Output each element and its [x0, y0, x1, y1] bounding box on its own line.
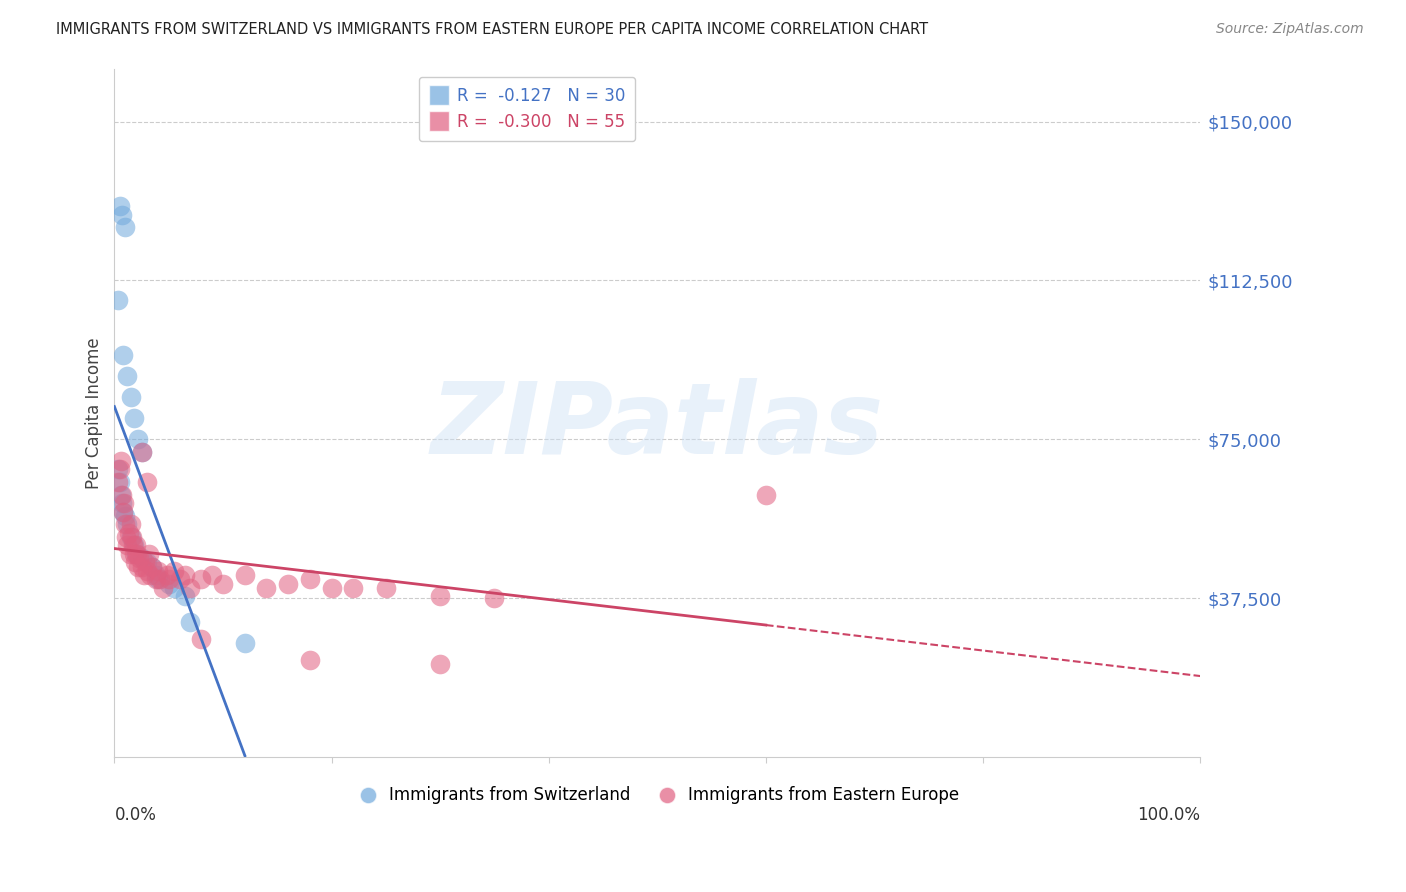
Point: [136, 564, 159, 578]
Point: [118, 547, 141, 561]
Point: [125, 547, 148, 561]
Point: [139, 568, 162, 582]
Text: IMMIGRANTS FROM SWITZERLAND VS IMMIGRANTS FROM EASTERN EUROPE PER CAPITA INCOME : IMMIGRANTS FROM SWITZERLAND VS IMMIGRANT…: [56, 22, 928, 37]
Point: [114, 517, 136, 532]
Point: [131, 445, 153, 459]
Point: [146, 564, 169, 578]
Point: [190, 572, 212, 586]
Point: [374, 581, 396, 595]
Point: [112, 504, 135, 518]
Point: [110, 487, 132, 501]
Point: [107, 462, 129, 476]
Point: [120, 517, 142, 532]
Point: [155, 568, 177, 582]
Point: [298, 653, 321, 667]
Point: [114, 508, 136, 523]
Point: [110, 453, 132, 467]
Point: [131, 559, 153, 574]
Point: [114, 220, 136, 235]
Point: [233, 636, 256, 650]
Point: [141, 559, 163, 574]
Point: [201, 568, 224, 582]
Point: [117, 538, 139, 552]
Point: [342, 581, 364, 595]
Text: 100.0%: 100.0%: [1137, 805, 1201, 823]
Point: [145, 568, 167, 582]
Point: [117, 525, 139, 540]
Point: [163, 564, 186, 578]
Point: [122, 538, 145, 552]
Point: [108, 199, 131, 213]
Point: [128, 551, 150, 566]
Text: ZIPatlas: ZIPatlas: [430, 378, 884, 475]
Text: Source: ZipAtlas.com: Source: ZipAtlas.com: [1216, 22, 1364, 37]
Point: [108, 462, 131, 476]
Point: [112, 348, 135, 362]
Point: [124, 555, 146, 569]
Point: [298, 572, 321, 586]
Point: [212, 576, 235, 591]
Point: [112, 496, 135, 510]
Point: [145, 572, 167, 586]
Point: [429, 590, 451, 604]
Point: [111, 208, 134, 222]
Point: [254, 581, 277, 595]
Point: [134, 555, 156, 569]
Point: [108, 475, 131, 489]
Point: [755, 487, 778, 501]
Point: [146, 572, 169, 586]
Point: [136, 555, 159, 569]
Point: [122, 411, 145, 425]
Point: [174, 590, 197, 604]
Point: [120, 390, 142, 404]
Point: [138, 547, 160, 561]
Point: [127, 559, 149, 574]
Point: [121, 530, 143, 544]
Point: [136, 475, 159, 489]
Point: [179, 615, 201, 629]
Point: [149, 572, 172, 586]
Point: [277, 576, 299, 591]
Point: [484, 591, 506, 606]
Point: [169, 572, 191, 586]
Point: [233, 568, 256, 582]
Point: [117, 368, 139, 383]
Point: [163, 581, 186, 595]
Text: 0.0%: 0.0%: [114, 805, 156, 823]
Point: [174, 568, 197, 582]
Point: [321, 581, 343, 595]
Point: [132, 568, 155, 582]
Point: [157, 572, 180, 586]
Point: [122, 547, 145, 561]
Point: [429, 657, 451, 672]
Point: [141, 559, 163, 574]
Point: [179, 581, 201, 595]
Point: [131, 551, 153, 566]
Point: [112, 504, 135, 518]
Point: [111, 496, 134, 510]
Point: [115, 530, 138, 544]
Point: [152, 581, 174, 595]
Point: [117, 517, 139, 532]
Point: [111, 487, 134, 501]
Point: [190, 632, 212, 646]
Legend: Immigrants from Switzerland, Immigrants from Eastern Europe: Immigrants from Switzerland, Immigrants …: [349, 780, 966, 811]
Point: [127, 433, 149, 447]
Point: [107, 293, 129, 307]
Y-axis label: Per Capita Income: Per Capita Income: [86, 337, 103, 489]
Point: [107, 475, 129, 489]
Point: [157, 576, 180, 591]
Point: [120, 530, 142, 544]
Point: [131, 445, 153, 459]
Point: [127, 547, 149, 561]
Point: [122, 538, 145, 552]
Point: [125, 538, 148, 552]
